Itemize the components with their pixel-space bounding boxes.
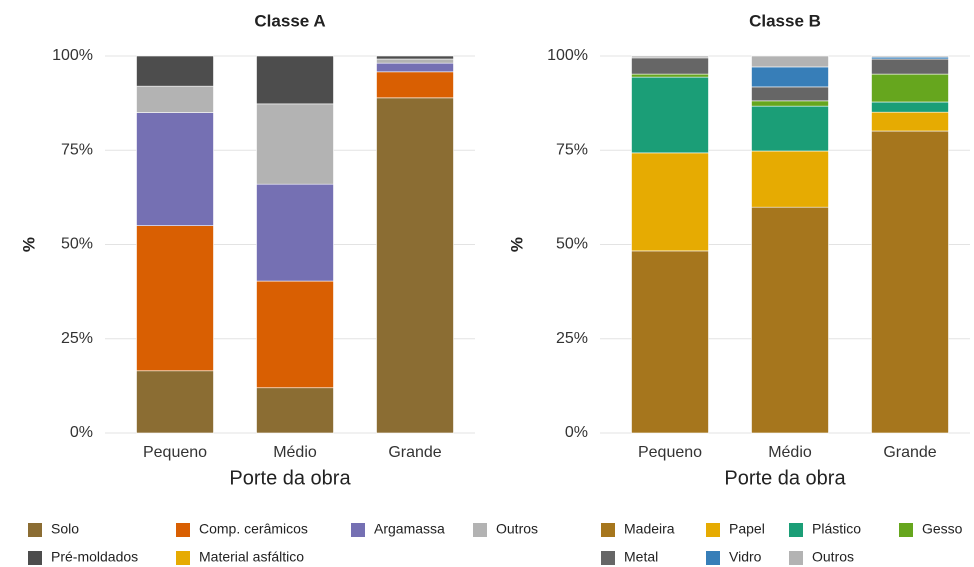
bar-segment [751, 66, 829, 88]
legend-swatch [706, 523, 720, 537]
bar-segment [136, 85, 214, 113]
y-tick-label: 0% [70, 424, 93, 441]
y-tick-label: 75% [61, 141, 93, 158]
bar-segment [256, 280, 334, 389]
bar-segment [871, 55, 949, 58]
x-tick-label: Grande [883, 444, 936, 461]
legend-label: Outros [496, 521, 538, 537]
bar-segment [631, 152, 709, 252]
bar-segment [751, 100, 829, 107]
legend-swatch [351, 523, 365, 537]
bar-segment [631, 55, 709, 59]
x-tick-label: Médio [768, 444, 812, 461]
y-tick-label: 75% [556, 141, 588, 158]
bar-segment [376, 58, 454, 64]
bar-segment [136, 370, 214, 434]
bar-segment [871, 58, 949, 75]
legend-swatch [473, 523, 487, 537]
legend-swatch [789, 523, 803, 537]
bar-segment [631, 57, 709, 75]
bar-segment [136, 112, 214, 226]
x-axis-label: Porte da obra [229, 467, 351, 489]
legend-swatch [601, 523, 615, 537]
bar-segment [631, 73, 709, 78]
x-tick-label: Pequeno [143, 444, 207, 461]
bar-segment [751, 55, 829, 68]
legend-label: Pré-moldados [51, 549, 138, 565]
legend-label: Solo [51, 521, 79, 537]
legend-label: Vidro [729, 549, 762, 565]
legend-swatch [176, 523, 190, 537]
x-tick-label: Médio [273, 444, 317, 461]
bar-segment [256, 183, 334, 282]
bar-segment [751, 105, 829, 152]
bar-segment [136, 225, 214, 372]
y-tick-label: 100% [547, 47, 588, 64]
legend-label: Papel [729, 521, 765, 537]
bar-segment [376, 97, 454, 434]
legend-label: Metal [624, 549, 658, 565]
bar-segment [256, 387, 334, 434]
bar-segment [751, 86, 829, 102]
bar-segment [631, 76, 709, 154]
bar-segment [871, 101, 949, 113]
legend-label: Madeira [624, 521, 675, 537]
legend-swatch [176, 551, 190, 565]
y-tick-label: 0% [565, 424, 588, 441]
x-axis-label: Porte da obra [724, 467, 846, 489]
y-axis-label: % [19, 237, 38, 252]
legend-label: Argamassa [374, 521, 445, 537]
legend-label: Gesso [922, 521, 963, 537]
legend-swatch [28, 523, 42, 537]
bar-segment [871, 130, 949, 434]
chart-title: Classe B [749, 11, 821, 30]
bar-segment [136, 55, 214, 87]
bar-segment [871, 111, 949, 132]
bar-segment [256, 55, 334, 105]
y-axis-label: % [507, 237, 526, 252]
legend-swatch [28, 551, 42, 565]
bar-segment [376, 55, 454, 60]
bar-segment [256, 103, 334, 185]
legend-swatch [706, 551, 720, 565]
y-tick-label: 100% [52, 47, 93, 64]
y-tick-label: 50% [61, 236, 93, 253]
legend-label: Plástico [812, 521, 861, 537]
bar-segment [751, 150, 829, 208]
legend-label: Outros [812, 549, 854, 565]
chart-title: Classe A [254, 11, 325, 30]
legend-swatch [899, 523, 913, 537]
bar-segment [871, 73, 949, 103]
legend-label: Comp. cerâmicos [199, 521, 308, 537]
legend-label: Material asfáltico [199, 549, 304, 565]
bar-segment [376, 62, 454, 73]
legend-swatch [601, 551, 615, 565]
bar-segment [751, 206, 829, 434]
y-tick-label: 50% [556, 236, 588, 253]
x-tick-label: Grande [388, 444, 441, 461]
y-tick-label: 25% [556, 330, 588, 347]
y-tick-label: 25% [61, 330, 93, 347]
bar-segment [376, 71, 454, 99]
legend-swatch [789, 551, 803, 565]
bar-segment [631, 250, 709, 434]
x-tick-label: Pequeno [638, 444, 702, 461]
